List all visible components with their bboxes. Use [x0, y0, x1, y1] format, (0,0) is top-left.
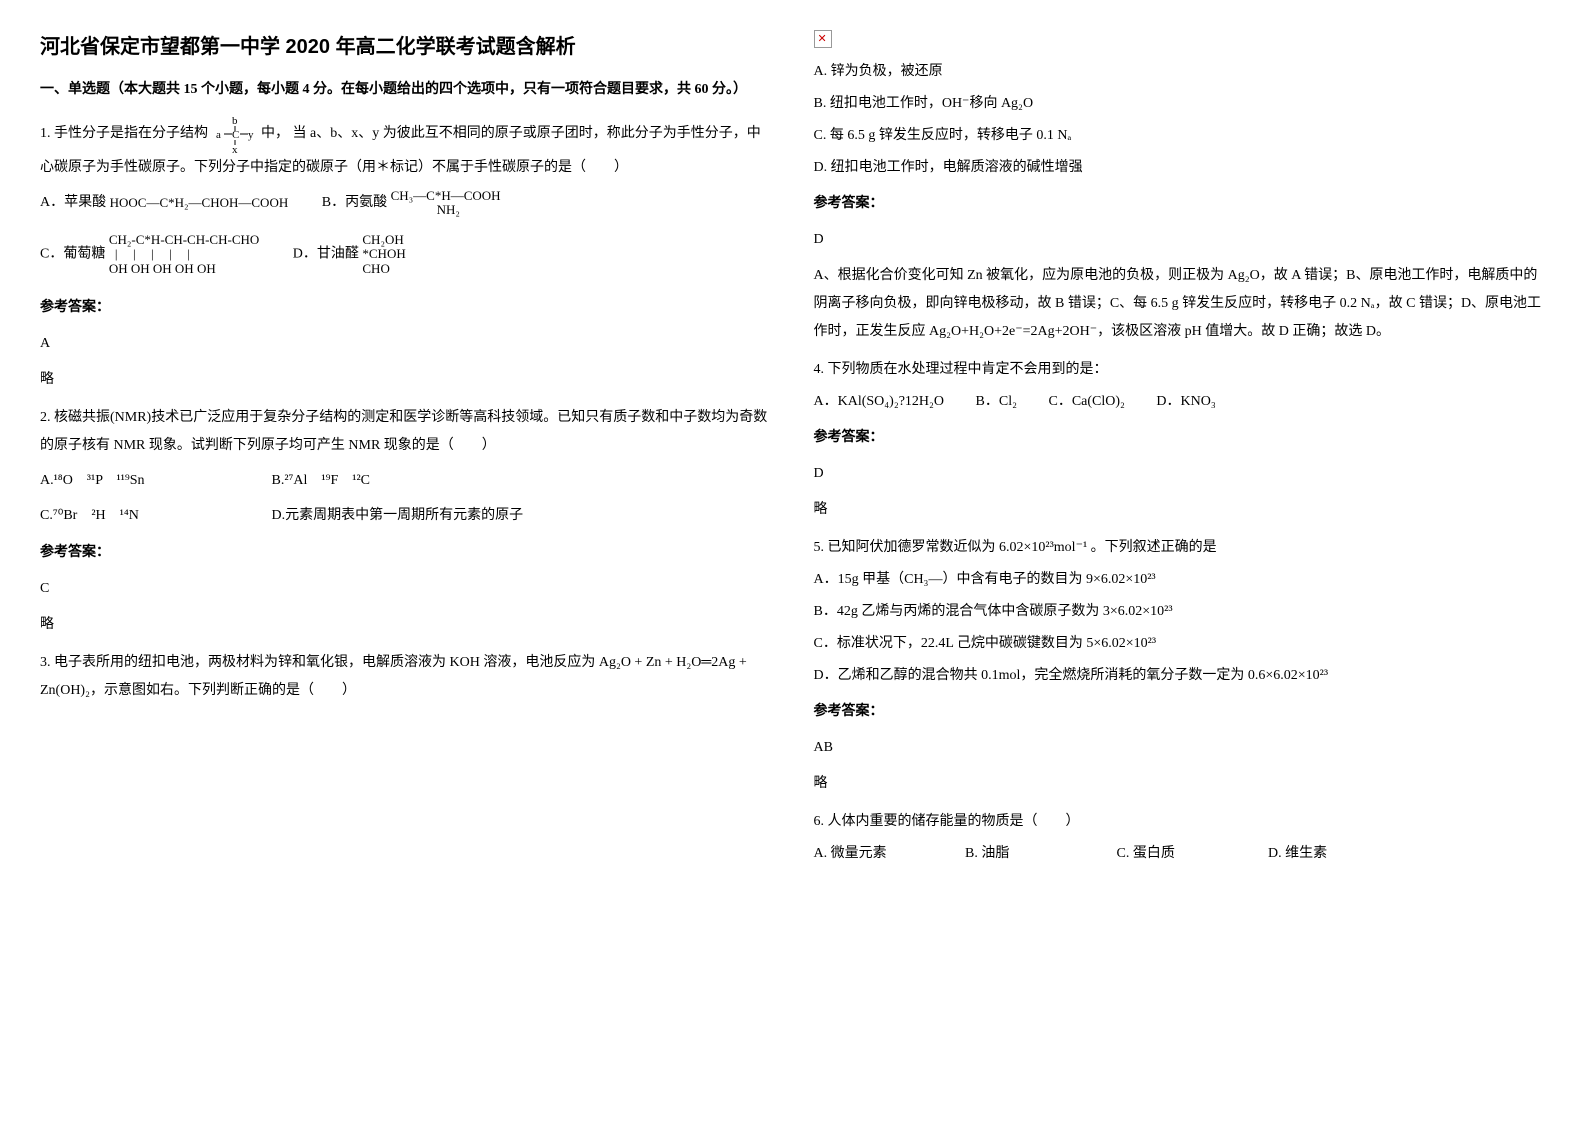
question-3-stem: 3. 电子表所用的纽扣电池，两极材料为锌和氧化银，电解质溶液为 KOH 溶液，电… — [40, 649, 774, 705]
q4-note: 略 — [814, 496, 1548, 524]
q1-opt-a-struct: HOOC—C*H₂—CHOH—COOH — [110, 196, 289, 210]
svg-text:y: y — [248, 129, 254, 141]
q4-stem: 4. 下列物质在水处理过程中肯定不会用到的是： — [814, 356, 1548, 384]
q2-ans: C — [40, 575, 774, 603]
q2-note: 略 — [40, 611, 774, 639]
left-column: 河北省保定市望都第一中学 2020 年高二化学联考试题含解析 一、单选题（本大题… — [40, 30, 774, 878]
q5-note: 略 — [814, 770, 1548, 798]
q5-opt-c: C．标准状况下，22.4L 己烷中碳碳键数目为 5×6.02×10²³ — [814, 630, 1548, 658]
q3-opt-c: C. 每 6.5 g 锌发生反应时，转移电子 0.1 Nₐ — [814, 122, 1548, 150]
q3-opt-b: B. 纽扣电池工作时，OH⁻移向 Ag₂O — [814, 90, 1548, 118]
question-4: 4. 下列物质在水处理过程中肯定不会用到的是： A．KAl(SO₄)₂?12H₂… — [814, 356, 1548, 524]
q2-opt-a: A.¹⁸O ³¹P ¹¹⁹Sn — [40, 466, 240, 497]
q3-figure-placeholder — [814, 30, 1548, 48]
q1-options: A．苹果酸 HOOC—C*H₂—CHOH—COOH B．丙氨酸 CH₃—C*H—… — [40, 188, 774, 286]
q1-ans-label: 参考答案： — [40, 294, 774, 322]
q4-ans-label: 参考答案： — [814, 424, 1548, 452]
q4-opt-d: D．KNO₃ — [1156, 388, 1215, 416]
q1-opt-c-struct-bot: OH OH OH OH OH — [109, 261, 216, 276]
q3-ans: D — [814, 226, 1548, 254]
q5-ans-label: 参考答案： — [814, 698, 1548, 726]
q5-stem: 5. 已知阿伏加德罗常数近似为 6.02×10²³mol⁻¹ 。下列叙述正确的是 — [814, 534, 1548, 562]
q1-opt-d-label: D．甘油醛 — [293, 247, 359, 262]
svg-text:x: x — [232, 144, 238, 154]
q5-opt-d: D．乙烯和乙醇的混合物共 0.1mol，完全燃烧所消耗的氧分子数一定为 0.6×… — [814, 662, 1548, 690]
q6-opt-b: B. 油脂 — [965, 840, 1085, 868]
q1-opt-d-struct-1: CH₂OH — [362, 232, 403, 247]
q1-opt-b-struct-top: CH₃—C*H—COOH — [391, 188, 501, 203]
q4-opt-b: B．Cl₂ — [976, 388, 1017, 416]
q6-options: A. 微量元素 B. 油脂 C. 蛋白质 D. 维生素 — [814, 840, 1548, 868]
q2-opt-d: D.元素周期表中第一周期所有元素的原子 — [272, 501, 524, 532]
broken-image-icon — [814, 30, 832, 48]
q3-opt-a: A. 锌为负极，被还原 — [814, 58, 1548, 86]
question-1: 1. 手性分子是指在分子结构 a b C x y 中， 当 a、b、x、y 为彼… — [40, 114, 774, 394]
q1-opt-c-label: C．葡萄糖 — [40, 247, 105, 262]
question-5: 5. 已知阿伏加德罗常数近似为 6.02×10²³mol⁻¹ 。下列叙述正确的是… — [814, 534, 1548, 798]
q1-ans: A — [40, 330, 774, 358]
q2-options: A.¹⁸O ³¹P ¹¹⁹Sn B.²⁷Al ¹⁹F ¹²C C.⁷⁰Br ²H… — [40, 466, 774, 532]
q3-ans-label: 参考答案： — [814, 190, 1548, 218]
q1-opt-d-struct-3: CHO — [362, 261, 389, 276]
q1-note: 略 — [40, 366, 774, 394]
q1-opt-c: C．葡萄糖 CH₂-C*H-CH-CH-CH-CHO | | | | | OH … — [40, 233, 259, 276]
question-6: 6. 人体内重要的储存能量的物质是（ ） A. 微量元素 B. 油脂 C. 蛋白… — [814, 808, 1548, 868]
q1-opt-a-label: A．苹果酸 — [40, 195, 106, 210]
q1-opt-c-struct: CH₂-C*H-CH-CH-CH-CHO | | | | | OH OH OH … — [109, 233, 259, 276]
q1-opt-b-label: B．丙氨酸 — [322, 195, 387, 210]
q1-opt-d-struct: CH₂OH *CHOH CHO — [362, 233, 405, 276]
q6-opt-a: A. 微量元素 — [814, 840, 934, 868]
svg-text:a: a — [216, 129, 221, 141]
right-column: A. 锌为负极，被还原 B. 纽扣电池工作时，OH⁻移向 Ag₂O C. 每 6… — [814, 30, 1548, 878]
q3-opt-d: D. 纽扣电池工作时，电解质溶液的碱性增强 — [814, 154, 1548, 182]
q3-stem: 3. 电子表所用的纽扣电池，两极材料为锌和氧化银，电解质溶液为 KOH 溶液，电… — [40, 649, 774, 705]
q3-explanation: A、根据化合价变化可知 Zn 被氧化，应为原电池的负极，则正极为 Ag₂O，故 … — [814, 262, 1548, 346]
q5-opt-a: A．15g 甲基（CH₃—）中含有电子的数目为 9×6.02×10²³ — [814, 566, 1548, 594]
question-3-options: A. 锌为负极，被还原 B. 纽扣电池工作时，OH⁻移向 Ag₂O C. 每 6… — [814, 58, 1548, 346]
q1-opt-d-struct-2: *CHOH — [362, 246, 405, 261]
q5-opt-b: B．42g 乙烯与丙烯的混合气体中含碳原子数为 3×6.02×10²³ — [814, 598, 1548, 626]
q4-options: A．KAl(SO₄)₂?12H₂O B．Cl₂ C．Ca(ClO)₂ D．KNO… — [814, 388, 1548, 416]
q1-opt-d: D．甘油醛 CH₂OH *CHOH CHO — [293, 233, 406, 276]
q2-opt-b: B.²⁷Al ¹⁹F ¹²C — [272, 466, 371, 497]
section-1-head: 一、单选题（本大题共 15 个小题，每小题 4 分。在每小题给出的四个选项中，只… — [40, 77, 774, 102]
q6-stem: 6. 人体内重要的储存能量的物质是（ ） — [814, 808, 1548, 836]
q2-opt-c: C.⁷⁰Br ²H ¹⁴N — [40, 501, 240, 532]
svg-text:C: C — [232, 129, 239, 141]
q2-stem: 2. 核磁共振(NMR)技术已广泛应用于复杂分子结构的测定和医学诊断等高科技领域… — [40, 404, 774, 460]
q6-opt-d: D. 维生素 — [1268, 840, 1327, 868]
q1-opt-c-struct-top: CH₂-C*H-CH-CH-CH-CHO — [109, 232, 259, 247]
chiral-structure-icon: a b C x y — [212, 114, 258, 154]
q1-stem: 1. 手性分子是指在分子结构 a b C x y 中， 当 a、b、x、y 为彼… — [40, 114, 774, 182]
question-2: 2. 核磁共振(NMR)技术已广泛应用于复杂分子结构的测定和医学诊断等高科技领域… — [40, 404, 774, 640]
q1-opt-b: B．丙氨酸 CH₃—C*H—COOH NH₂ — [322, 188, 501, 219]
q6-opt-c: C. 蛋白质 — [1117, 840, 1237, 868]
svg-text:b: b — [232, 115, 238, 127]
q2-ans-label: 参考答案： — [40, 539, 774, 567]
q5-ans: AB — [814, 734, 1548, 762]
q4-ans: D — [814, 460, 1548, 488]
q4-opt-a: A．KAl(SO₄)₂?12H₂O — [814, 388, 945, 416]
page-title: 河北省保定市望都第一中学 2020 年高二化学联考试题含解析 — [40, 30, 774, 59]
q1-opt-b-struct: CH₃—C*H—COOH NH₂ — [391, 189, 501, 218]
q1-stem-pre: 1. 手性分子是指在分子结构 — [40, 126, 208, 141]
q4-opt-c: C．Ca(ClO)₂ — [1048, 388, 1124, 416]
q1-opt-b-struct-bot: NH₂ — [391, 202, 460, 217]
q1-opt-a: A．苹果酸 HOOC—C*H₂—CHOH—COOH — [40, 188, 288, 219]
